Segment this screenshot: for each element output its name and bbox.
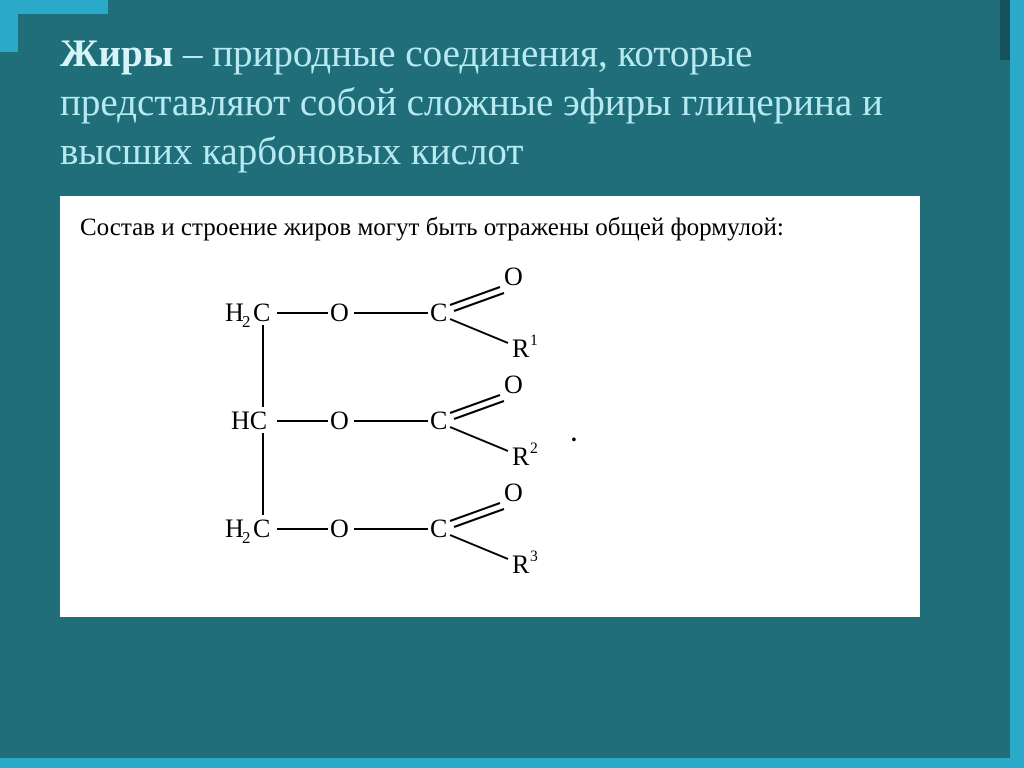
svg-text:R: R — [512, 334, 530, 363]
triglyceride-structure: H2COCOR1HCOCOR2H2COCOR3. — [210, 263, 630, 593]
svg-text:O: O — [330, 298, 349, 327]
svg-text:O: O — [330, 406, 349, 435]
title-rest: – природные соединения, которые представ… — [60, 32, 883, 173]
svg-text:C: C — [430, 298, 447, 327]
accent-right-inner — [1000, 0, 1010, 60]
svg-text:.: . — [570, 413, 578, 448]
svg-text:C: C — [430, 514, 447, 543]
title-bold: Жиры — [60, 32, 173, 75]
accent-right-bar — [1010, 0, 1024, 768]
formula-panel: Состав и строение жиров могут быть отраж… — [60, 196, 920, 617]
svg-text:O: O — [504, 263, 523, 291]
svg-text:C: C — [430, 406, 447, 435]
svg-text:HC: HC — [231, 406, 267, 435]
slide-title: Жиры – природные соединения, которые пре… — [60, 30, 974, 176]
svg-text:1: 1 — [530, 332, 538, 349]
accent-top-bar — [0, 0, 18, 52]
svg-text:O: O — [330, 514, 349, 543]
svg-text:2: 2 — [242, 528, 250, 547]
svg-text:C: C — [253, 298, 270, 327]
accent-bottom-bar — [0, 758, 1024, 768]
svg-text:R: R — [512, 550, 530, 579]
slide: Жиры – природные соединения, которые пре… — [0, 0, 1024, 768]
svg-text:2: 2 — [242, 312, 250, 331]
formula-caption: Состав и строение жиров могут быть отраж… — [80, 212, 900, 245]
accent-top-strip — [18, 0, 108, 14]
svg-text:O: O — [504, 478, 523, 507]
svg-text:R: R — [512, 442, 530, 471]
svg-text:3: 3 — [530, 548, 538, 565]
svg-text:O: O — [504, 370, 523, 399]
svg-text:C: C — [253, 514, 270, 543]
svg-text:2: 2 — [530, 440, 538, 457]
